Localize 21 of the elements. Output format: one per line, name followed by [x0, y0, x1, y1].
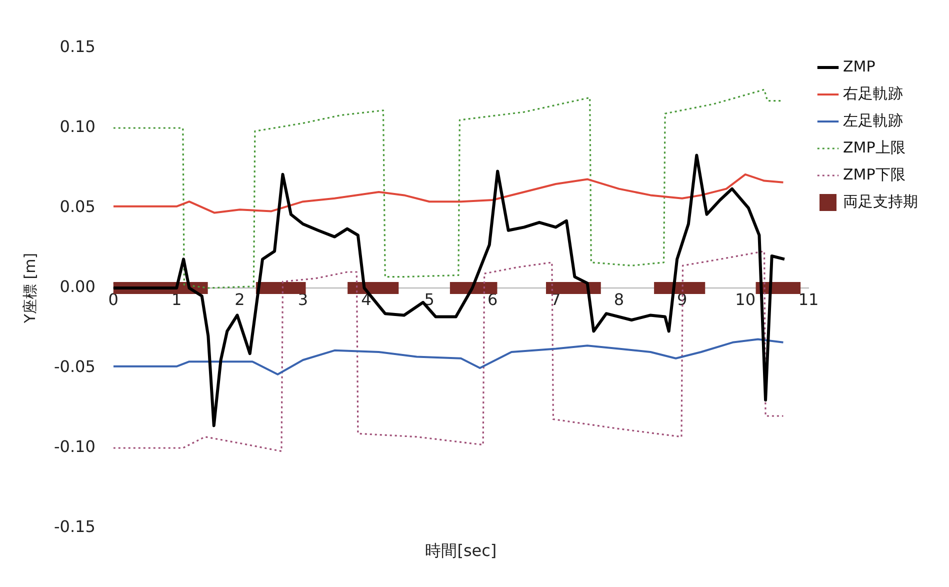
legend-label: 左足軌跡: [843, 111, 903, 130]
legend-label: ZMP下限: [843, 165, 906, 184]
y-tick-label: 0.00: [60, 277, 96, 296]
y-tick-label: -0.05: [54, 357, 96, 376]
y-tick-label: -0.15: [54, 517, 96, 536]
x-tick-label: 2: [234, 290, 245, 309]
x-tick-label: 8: [614, 290, 624, 309]
y-tick-label: 0.15: [60, 37, 96, 56]
y-axis-title: Y座標 [m]: [20, 252, 39, 324]
x-axis-title: 時間[sec]: [425, 541, 497, 560]
legend-label: 右足軌跡: [843, 84, 903, 102]
legend-label: ZMP: [843, 57, 876, 76]
y-tick-label: -0.10: [54, 437, 96, 456]
legend-label: 両足支持期: [843, 192, 918, 210]
y-tick-label: 0.05: [60, 197, 96, 216]
legend-label: ZMP上限: [843, 138, 906, 156]
y-tick-label: 0.10: [60, 117, 96, 136]
x-tick-label: 10: [735, 290, 756, 309]
x-tick-label: 5: [424, 290, 434, 309]
x-tick-label: 11: [798, 290, 819, 309]
x-tick-label: 0: [108, 290, 118, 309]
